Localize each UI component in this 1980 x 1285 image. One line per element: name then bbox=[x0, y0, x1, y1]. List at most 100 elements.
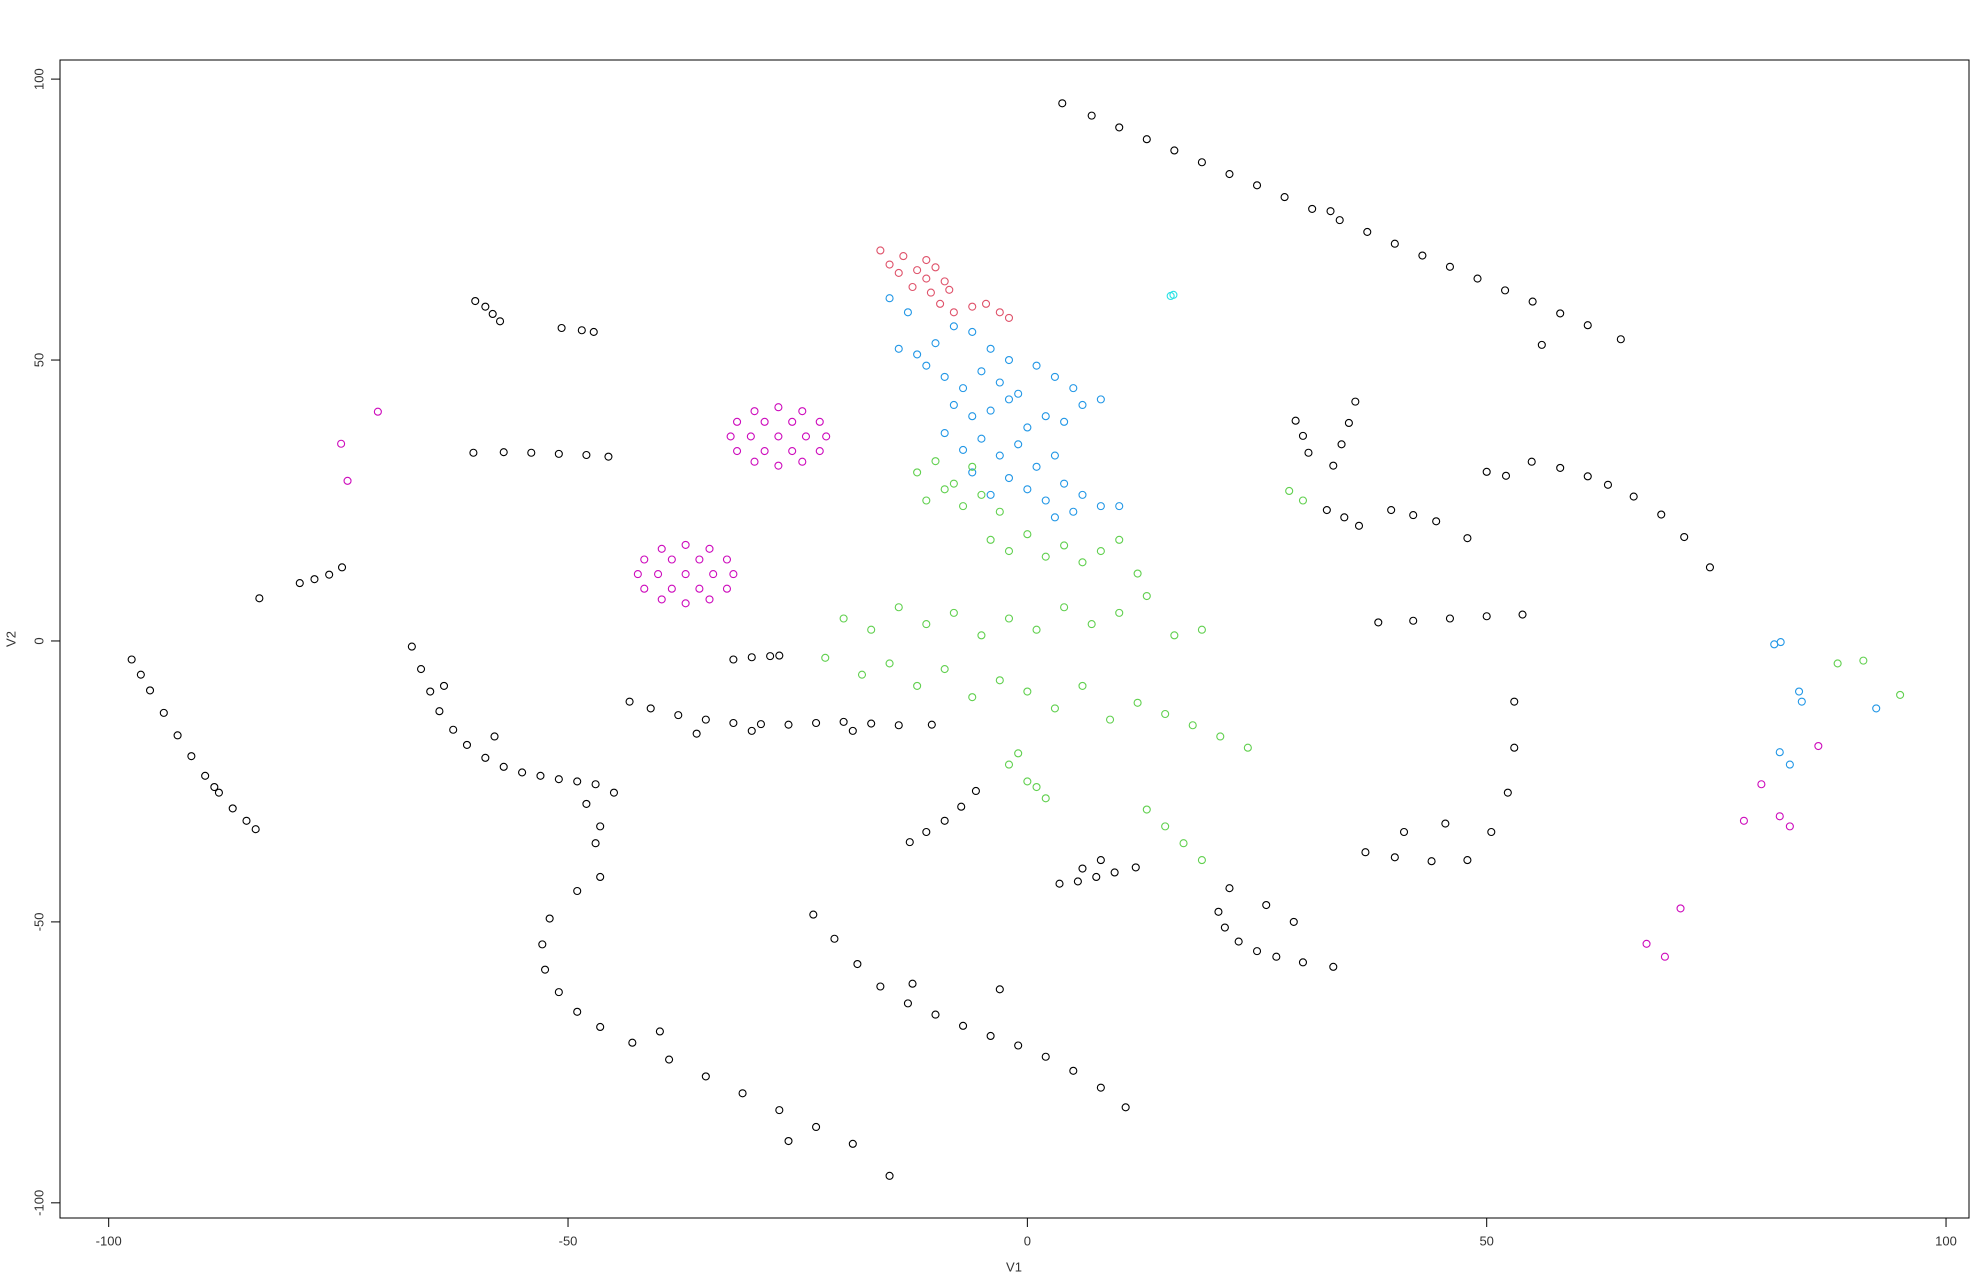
scatter-point bbox=[337, 439, 346, 448]
scatter-point bbox=[927, 720, 936, 729]
scatter-point bbox=[1004, 473, 1014, 483]
scatter-point bbox=[822, 432, 831, 441]
scatter-point bbox=[481, 302, 490, 311]
scatter-point bbox=[667, 555, 676, 564]
scatter-point bbox=[729, 655, 738, 664]
scatter-point bbox=[922, 361, 931, 370]
scatter-point bbox=[1096, 502, 1105, 511]
scatter-point bbox=[499, 762, 508, 771]
scatter-point bbox=[775, 651, 784, 660]
scatter-point bbox=[628, 1038, 637, 1047]
scatter-point bbox=[815, 447, 824, 456]
scatter-point bbox=[1463, 856, 1472, 865]
scatter-point bbox=[986, 535, 995, 544]
scatter-point bbox=[926, 288, 935, 297]
scatter-point bbox=[1510, 743, 1519, 752]
scatter-point bbox=[1354, 521, 1364, 530]
scatter-point bbox=[981, 299, 991, 308]
scatter-point bbox=[885, 659, 894, 668]
scatter-point bbox=[1739, 816, 1748, 825]
scatter-point bbox=[407, 642, 416, 651]
scatter-point bbox=[885, 260, 894, 269]
scatter-point bbox=[1657, 510, 1666, 519]
scatter-point bbox=[784, 720, 793, 729]
scatter-point bbox=[1441, 819, 1450, 828]
scatter-point bbox=[1518, 610, 1527, 619]
x-tick-label: 100 bbox=[1935, 1233, 1957, 1248]
scatter-point bbox=[295, 579, 304, 588]
scatter-point bbox=[894, 344, 903, 353]
scatter-point bbox=[1014, 1041, 1023, 1050]
scatter-point bbox=[495, 317, 505, 326]
scatter-point bbox=[949, 479, 958, 488]
scatter-point bbox=[760, 417, 769, 426]
scatter-point bbox=[1308, 204, 1317, 213]
scatter-point bbox=[1583, 472, 1592, 481]
scatter-point bbox=[968, 693, 977, 702]
scatter-point bbox=[625, 697, 634, 706]
scatter-point bbox=[995, 378, 1004, 387]
scatter-point bbox=[1337, 440, 1346, 449]
scatter-point bbox=[1390, 239, 1399, 248]
scatter-point bbox=[201, 771, 210, 780]
scatter-point bbox=[310, 575, 319, 584]
scatter-point bbox=[1814, 741, 1823, 751]
scatter-point bbox=[774, 403, 783, 412]
scatter-point bbox=[1161, 822, 1170, 831]
scatter-point bbox=[640, 584, 649, 593]
scatter-point bbox=[449, 725, 458, 734]
scatter-point bbox=[373, 407, 382, 416]
scatter-point bbox=[1197, 158, 1206, 167]
scatter-point bbox=[1463, 534, 1472, 543]
scatter-point bbox=[1642, 939, 1651, 948]
scatter-point bbox=[1214, 907, 1223, 916]
scatter-point bbox=[1060, 541, 1069, 550]
scatter-point bbox=[1556, 463, 1565, 472]
scatter-point bbox=[949, 400, 958, 410]
scatter-point bbox=[1142, 591, 1151, 601]
scatter-point bbox=[1390, 853, 1399, 862]
scatter-point bbox=[940, 372, 949, 381]
scatter-point bbox=[922, 827, 931, 837]
scatter-point bbox=[655, 1027, 664, 1036]
scatter-point bbox=[940, 277, 949, 286]
scatter-point bbox=[931, 1010, 940, 1019]
scatter-point bbox=[1058, 99, 1067, 108]
scatter-point bbox=[1014, 389, 1023, 398]
scatter-point bbox=[1023, 423, 1032, 432]
scatter-point bbox=[913, 681, 922, 690]
scatter-point bbox=[1060, 479, 1069, 488]
scatter-point bbox=[986, 1031, 995, 1041]
y-tick-label: -100 bbox=[31, 1190, 46, 1216]
scatter-point bbox=[633, 570, 642, 579]
scatter-point bbox=[695, 555, 704, 564]
scatter-point bbox=[1023, 687, 1032, 696]
scatter-point bbox=[1326, 207, 1335, 216]
scatter-point bbox=[908, 282, 917, 292]
scatter-point bbox=[1197, 625, 1206, 634]
scatter-point bbox=[1243, 743, 1252, 752]
scatter-point bbox=[1291, 416, 1300, 425]
scatter-point bbox=[788, 447, 797, 456]
scatter-point bbox=[1603, 480, 1613, 489]
scatter-point bbox=[945, 285, 954, 294]
scatter-point bbox=[1262, 900, 1271, 910]
scatter-point bbox=[1298, 496, 1308, 505]
scatter-point bbox=[733, 447, 742, 456]
scatter-point bbox=[940, 485, 949, 494]
scatter-point bbox=[1023, 485, 1032, 494]
scatter-point bbox=[949, 608, 958, 617]
scatter-point bbox=[1501, 286, 1510, 295]
scatter-point bbox=[490, 732, 499, 741]
scatter-point bbox=[722, 584, 732, 593]
scatter-point bbox=[1169, 290, 1178, 299]
scatter-point bbox=[798, 457, 807, 466]
scatter-point bbox=[747, 653, 756, 662]
scatter-point bbox=[1096, 856, 1105, 865]
scatter-point bbox=[815, 417, 824, 426]
scatter-point bbox=[1409, 511, 1418, 520]
scatter-point bbox=[1225, 170, 1234, 179]
scatter-point bbox=[1527, 457, 1536, 466]
scatter-point bbox=[750, 457, 759, 466]
scatter-point bbox=[1216, 732, 1225, 741]
